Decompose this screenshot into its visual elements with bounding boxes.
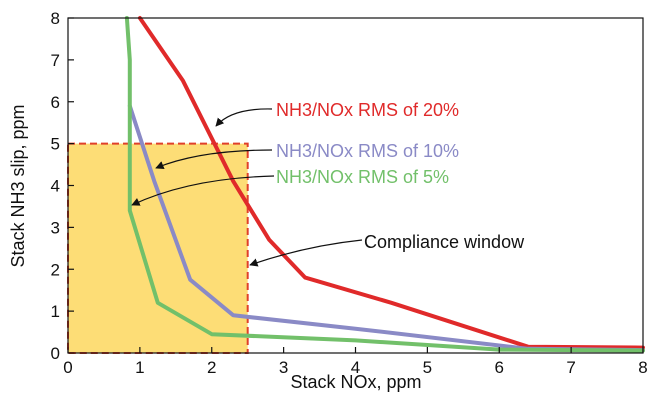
x-tick-label: 7 bbox=[566, 358, 575, 377]
x-tick-label: 5 bbox=[423, 358, 432, 377]
x-tick-label: 2 bbox=[207, 358, 216, 377]
y-tick-label: 6 bbox=[51, 93, 60, 112]
series-line-0 bbox=[137, 16, 645, 350]
y-tick-label: 3 bbox=[51, 218, 60, 237]
y-tick-label: 2 bbox=[51, 260, 60, 279]
arrow-compliance bbox=[249, 239, 363, 267]
x-tick-label: 0 bbox=[63, 358, 72, 377]
annotation-5: NH3/NOx RMS of 5% bbox=[276, 167, 449, 187]
x-axis-title: Stack NOx, ppm bbox=[290, 372, 421, 392]
y-tick-label: 5 bbox=[51, 135, 60, 154]
annotation-10: NH3/NOx RMS of 10% bbox=[276, 141, 459, 161]
y-tick-label: 0 bbox=[51, 344, 60, 363]
y-tick-label: 4 bbox=[51, 177, 60, 196]
annotation-compliance: Compliance window bbox=[364, 232, 525, 252]
x-tick-label: 3 bbox=[279, 358, 288, 377]
compliance-window bbox=[67, 142, 249, 354]
y-tick-label: 8 bbox=[51, 9, 60, 28]
y-tick-label: 7 bbox=[51, 51, 60, 70]
arrow-10 bbox=[155, 149, 273, 170]
x-tick-label: 8 bbox=[638, 358, 647, 377]
arrow-5 bbox=[131, 175, 275, 206]
arrow-20 bbox=[215, 108, 273, 127]
x-tick-label: 1 bbox=[135, 358, 144, 377]
y-axis-title: Stack NH3 slip, ppm bbox=[8, 104, 28, 267]
x-tick-label: 4 bbox=[351, 358, 360, 377]
y-tick-label: 1 bbox=[51, 302, 60, 321]
annotation-20: NH3/NOx RMS of 20% bbox=[276, 100, 459, 120]
x-tick-label: 6 bbox=[495, 358, 504, 377]
series-line-2 bbox=[124, 16, 645, 353]
